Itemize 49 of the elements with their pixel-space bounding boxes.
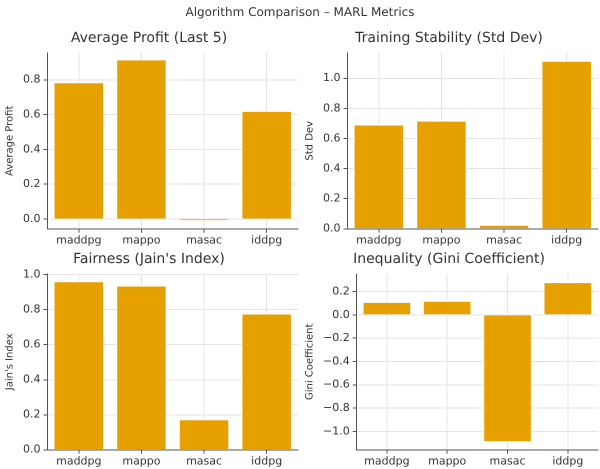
y-tick-label: 1.0 [22, 268, 40, 281]
y-axis-title: Std Dev [304, 120, 316, 161]
x-tick-label: mappo [122, 454, 161, 468]
chart-title: Training Stability (Std Dev) [354, 30, 543, 46]
y-tick-label: 0.0 [322, 222, 340, 235]
chart-title: Inequality (Gini Coefficient) [353, 251, 545, 268]
x-tick-label: masac [490, 454, 526, 468]
y-axis-title: Jain's Index [4, 333, 16, 392]
y-tick-label: 0.4 [322, 161, 340, 174]
y-tick-label: −0.6 [322, 378, 350, 391]
x-tick-label: maddpg [56, 233, 102, 246]
x-tick-label: maddpg [364, 454, 410, 468]
x-tick-label: masac [186, 233, 222, 246]
x-tick-label: mappo [122, 233, 161, 246]
y-tick-label: 0.2 [322, 192, 340, 205]
y-axis-title: Gini Coefficient [304, 324, 316, 400]
x-tick-label: iddpg [251, 233, 282, 246]
y-tick-label: 0.0 [332, 308, 350, 321]
x-tick-label: masac [486, 233, 522, 246]
text: Algorithm Comparison – MARL Metrics [184, 5, 416, 19]
y-tick-label: −0.8 [322, 400, 350, 414]
x-tick-label: masac [186, 454, 222, 468]
x-tick-label: maddpg [356, 233, 402, 246]
y-tick-label: 0.2 [22, 408, 40, 421]
y-tick-label: 0.4 [22, 372, 40, 386]
y-tick-label: −0.2 [322, 331, 350, 344]
chart-title: Fairness (Jain's Index) [73, 251, 225, 268]
y-tick-label: 0.6 [322, 131, 340, 144]
x-tick-label: iddpg [251, 454, 282, 468]
x-tick-label: maddpg [56, 454, 102, 468]
y-tick-label: −0.4 [322, 354, 350, 368]
y-tick-label: 0.8 [22, 72, 40, 86]
y-tick-label: 0.0 [22, 442, 40, 456]
y-tick-label: −1.0 [322, 424, 350, 438]
y-tick-label: 0.6 [22, 338, 40, 351]
x-tick-label: mappo [422, 233, 461, 246]
x-tick-label: mappo [428, 454, 467, 468]
y-tick-label: 0.6 [22, 107, 40, 120]
y-tick-label: 1.0 [322, 71, 340, 84]
y-tick-label: 0.8 [22, 302, 40, 316]
x-tick-label: iddpg [552, 454, 584, 468]
y-axis-title: Average Profit [4, 106, 16, 176]
y-tick-label: 0.0 [22, 212, 40, 225]
y-tick-label: 0.4 [22, 142, 40, 156]
chart-title: Average Profit (Last 5) [70, 30, 228, 46]
y-tick-label: 0.2 [332, 284, 350, 298]
y-tick-label: 0.8 [322, 101, 340, 114]
y-tick-label: 0.2 [22, 177, 40, 190]
x-tick-label: iddpg [551, 233, 582, 246]
